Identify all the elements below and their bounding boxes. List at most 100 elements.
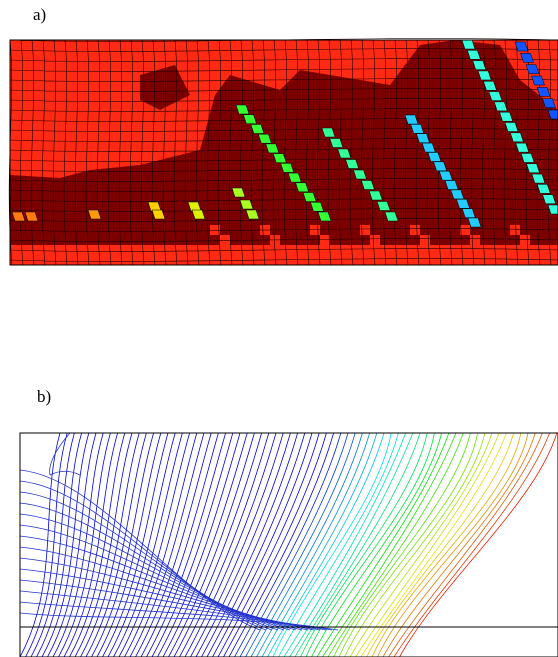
strain-cell: [456, 199, 470, 209]
contour-line: [107, 432, 176, 657]
mesh-cell: [220, 235, 230, 245]
contour-line: [366, 432, 514, 657]
contour-line: [124, 432, 198, 657]
strain-cell: [368, 190, 383, 201]
strain-cell: [531, 173, 546, 184]
contour-line: [63, 432, 118, 657]
strain-cell: [444, 180, 459, 190]
mesh-cell: [420, 255, 430, 265]
contour-line: [19, 469, 261, 631]
mesh-cell: [460, 225, 470, 235]
contour-line: [47, 432, 97, 657]
strain-cell: [243, 114, 257, 124]
mesh-cell: [100, 255, 110, 265]
contour-line: [283, 432, 406, 657]
contour-line: [184, 432, 277, 657]
strain-cell: [410, 124, 425, 134]
mesh-cell: [180, 255, 190, 265]
contour-line: [140, 432, 219, 657]
contour-line: [19, 432, 61, 657]
mesh-cell: [310, 255, 320, 265]
contour-line: [206, 432, 306, 657]
strain-cell: [191, 209, 206, 220]
mesh-cell: [130, 255, 140, 265]
mesh-cell: [460, 255, 470, 265]
contour-line: [85, 432, 147, 657]
strain-cell: [87, 209, 102, 220]
contour-line: [157, 432, 241, 657]
contour-line: [113, 432, 183, 657]
mesh-cell: [370, 255, 380, 265]
contour-line: [272, 432, 392, 657]
contour-panel: [19, 432, 558, 657]
strain-cell: [353, 169, 367, 180]
contour-line: [69, 432, 126, 657]
mesh-panel: [8, 38, 558, 266]
strain-cell: [404, 114, 419, 125]
contour-line: [344, 432, 486, 657]
contour-line: [327, 432, 464, 657]
contour-line: [102, 432, 169, 657]
contour-line: [399, 432, 558, 657]
mesh-cell: [430, 245, 440, 255]
strain-cell: [427, 152, 442, 162]
strain-cell: [467, 50, 481, 60]
mesh-cell: [470, 255, 480, 265]
strain-cell: [151, 209, 166, 220]
contour-line: [377, 432, 529, 657]
mesh-cell: [400, 255, 410, 265]
panel-label: a): [33, 5, 46, 24]
panel-frame: [19, 432, 558, 657]
contour-line: [234, 432, 342, 657]
panel-label: b): [37, 387, 51, 406]
mesh-cell: [190, 255, 200, 265]
contour-line: [371, 432, 522, 657]
contour-line: [322, 432, 457, 657]
mesh-cell: [420, 235, 430, 245]
contour-line: [74, 432, 133, 657]
strain-cell: [504, 122, 519, 132]
contour-line: [261, 432, 378, 657]
mesh-cell: [210, 255, 220, 265]
contour-line: [41, 432, 90, 657]
strain-cell: [258, 133, 272, 144]
contour-line: [190, 432, 284, 657]
strain-cell: [483, 81, 497, 91]
contour-line: [267, 432, 385, 657]
contour-line: [201, 432, 298, 657]
contour-line: [333, 432, 471, 657]
mesh-cell: [440, 255, 450, 265]
mesh-cell: [30, 255, 40, 265]
contour-line: [168, 432, 255, 657]
strain-cell: [317, 211, 332, 222]
mesh-cell: [220, 255, 230, 265]
strain-cell: [337, 148, 352, 159]
strain-cell: [488, 91, 503, 101]
mesh-cell: [390, 255, 400, 265]
strain-cell: [510, 132, 524, 143]
mesh-cell: [370, 235, 380, 245]
mesh-cell: [530, 255, 540, 265]
contour-line: [316, 432, 450, 657]
contour-line: [228, 432, 334, 657]
strain-cell: [321, 127, 336, 138]
dark-region: [10, 40, 558, 245]
strain-cell: [493, 101, 508, 112]
strain-cell: [11, 211, 26, 222]
strain-cell: [547, 204, 558, 215]
strain-cell: [239, 199, 254, 210]
contour-line: [36, 432, 82, 657]
mesh-cell: [70, 255, 80, 265]
contour-line: [49, 432, 81, 476]
strain-cell: [265, 143, 280, 154]
strain-cell: [310, 202, 324, 212]
contour-line: [239, 432, 349, 657]
contour-line: [135, 432, 212, 657]
mesh-cell: [320, 235, 330, 245]
strain-cell: [433, 161, 447, 172]
contour-line: [129, 432, 205, 657]
strain-cell: [542, 194, 556, 204]
strain-cell: [467, 217, 482, 228]
mesh-cell: [310, 225, 320, 235]
